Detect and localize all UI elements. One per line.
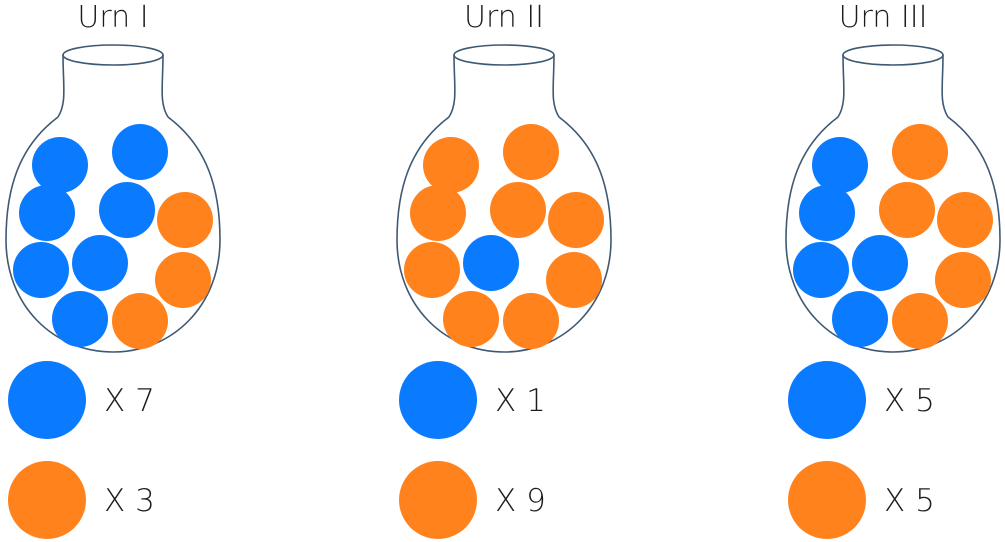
ball-orange: [157, 192, 213, 248]
ball-orange: [490, 182, 546, 238]
urn-title-2: Urn II: [464, 0, 544, 35]
legend-blue-count-3: X 5: [884, 383, 935, 419]
urn-group-2: Urn II X 1 X 9: [396, 0, 612, 539]
legend-blue-count-1: X 7: [104, 383, 155, 419]
ball-orange: [404, 242, 460, 298]
ball-orange: [503, 124, 559, 180]
urn-outline-2: [396, 54, 612, 353]
legend-orange-count-2: X 9: [495, 483, 546, 519]
ball-orange: [503, 293, 559, 349]
ball-blue: [19, 185, 75, 241]
urn-group-3: Urn III X 5 X 5: [785, 0, 1001, 539]
ball-group-3: [793, 124, 993, 349]
ball-blue: [99, 182, 155, 238]
ball-blue: [799, 185, 855, 241]
ball-blue: [832, 291, 888, 347]
ball-orange: [546, 252, 602, 308]
urn-title-3: Urn III: [839, 0, 928, 35]
ball-blue: [812, 137, 868, 193]
ball-blue: [463, 235, 519, 291]
ball-orange: [423, 137, 479, 193]
urn-mouth-3: [842, 44, 944, 66]
ball-orange: [879, 182, 935, 238]
ball-orange: [155, 252, 211, 308]
legend-orange-ball-2: [399, 461, 477, 539]
legend-blue-count-2: X 1: [495, 383, 546, 419]
legend-orange-count-3: X 5: [884, 483, 935, 519]
ball-blue: [852, 235, 908, 291]
ball-orange: [410, 185, 466, 241]
ball-orange: [937, 192, 993, 248]
legend-blue-ball-3: [788, 361, 866, 439]
ball-blue: [112, 124, 168, 180]
urn-title-1: Urn I: [77, 0, 148, 35]
ball-orange: [112, 293, 168, 349]
ball-blue: [793, 242, 849, 298]
ball-group-1: [13, 124, 213, 349]
urn-outline-3: [785, 54, 1001, 353]
urn-mouth-2: [453, 44, 555, 66]
ball-orange: [548, 192, 604, 248]
legend-orange-count-1: X 3: [104, 483, 155, 519]
urn-outline-1: [5, 54, 221, 353]
ball-orange: [892, 293, 948, 349]
ball-blue: [52, 291, 108, 347]
legend-blue-ball-1: [8, 361, 86, 439]
legend-blue-ball-2: [399, 361, 477, 439]
legend-orange-ball-3: [788, 461, 866, 539]
urn-group-1: Urn I X 7 X 3: [5, 0, 221, 539]
ball-group-2: [404, 124, 604, 349]
ball-orange: [935, 252, 991, 308]
ball-blue: [72, 235, 128, 291]
urn-mouth-1: [62, 44, 164, 66]
legend-orange-ball-1: [8, 461, 86, 539]
ball-blue: [13, 242, 69, 298]
ball-orange: [443, 291, 499, 347]
ball-orange: [892, 124, 948, 180]
ball-blue: [32, 137, 88, 193]
